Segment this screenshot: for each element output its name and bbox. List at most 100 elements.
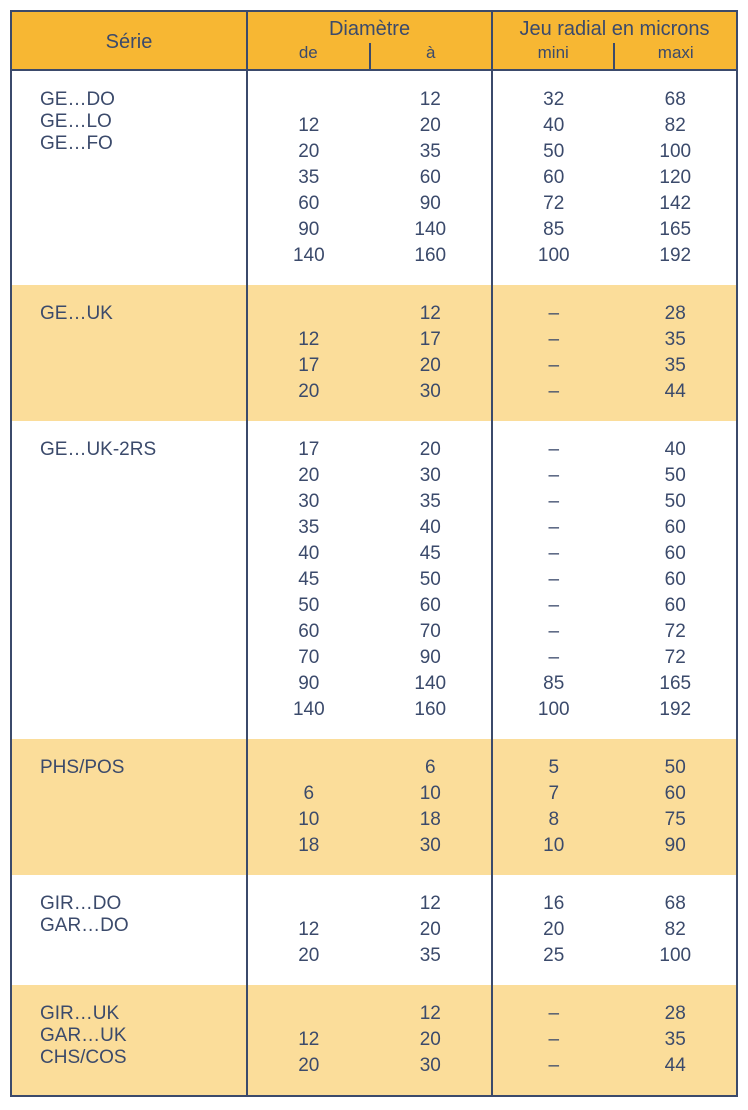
maxi-cell: 120: [614, 165, 737, 191]
col-subheader-a: à: [370, 43, 492, 70]
maxi-cell: 50: [614, 739, 737, 781]
a-cell: 45: [370, 541, 492, 567]
mini-cell: –: [492, 593, 614, 619]
table-row: GE…UK-2RS1720–40: [11, 421, 737, 463]
mini-cell: –: [492, 327, 614, 353]
maxi-cell: 44: [614, 379, 737, 421]
de-cell: 35: [247, 515, 369, 541]
a-cell: 12: [370, 875, 492, 917]
col-subheader-mini: mini: [492, 43, 614, 70]
de-cell: 20: [247, 463, 369, 489]
maxi-cell: 75: [614, 807, 737, 833]
maxi-cell: 100: [614, 139, 737, 165]
maxi-cell: 40: [614, 421, 737, 463]
mini-cell: –: [492, 489, 614, 515]
maxi-cell: 68: [614, 70, 737, 113]
de-cell: 35: [247, 165, 369, 191]
header-row: Série Diamètre Jeu radial en microns: [11, 11, 737, 43]
a-cell: 90: [370, 645, 492, 671]
maxi-cell: 60: [614, 593, 737, 619]
de-cell: [247, 285, 369, 327]
serie-cell: PHS/POS: [11, 739, 247, 875]
mini-cell: –: [492, 1027, 614, 1053]
maxi-cell: 72: [614, 645, 737, 671]
mini-cell: –: [492, 567, 614, 593]
de-cell: 90: [247, 217, 369, 243]
a-cell: 60: [370, 165, 492, 191]
a-cell: 30: [370, 463, 492, 489]
mini-cell: 85: [492, 671, 614, 697]
maxi-cell: 142: [614, 191, 737, 217]
mini-cell: 5: [492, 739, 614, 781]
maxi-cell: 165: [614, 217, 737, 243]
de-cell: [247, 985, 369, 1027]
mini-cell: 20: [492, 917, 614, 943]
mini-cell: 16: [492, 875, 614, 917]
de-cell: 17: [247, 421, 369, 463]
mini-cell: –: [492, 379, 614, 421]
mini-cell: –: [492, 645, 614, 671]
de-cell: 60: [247, 619, 369, 645]
maxi-cell: 165: [614, 671, 737, 697]
a-cell: 70: [370, 619, 492, 645]
de-cell: 20: [247, 1053, 369, 1096]
mini-cell: 85: [492, 217, 614, 243]
de-cell: [247, 875, 369, 917]
maxi-cell: 60: [614, 567, 737, 593]
mini-cell: –: [492, 285, 614, 327]
mini-cell: 60: [492, 165, 614, 191]
a-cell: 20: [370, 917, 492, 943]
a-cell: 20: [370, 421, 492, 463]
serie-cell: GE…DO GE…LO GE…FO: [11, 70, 247, 285]
maxi-cell: 192: [614, 243, 737, 285]
table-row: GIR…DO GAR…DO121668: [11, 875, 737, 917]
mini-cell: 100: [492, 697, 614, 739]
maxi-cell: 28: [614, 985, 737, 1027]
de-cell: [247, 70, 369, 113]
a-cell: 30: [370, 379, 492, 421]
a-cell: 30: [370, 833, 492, 875]
de-cell: 140: [247, 243, 369, 285]
mini-cell: 72: [492, 191, 614, 217]
maxi-cell: 82: [614, 113, 737, 139]
de-cell: 70: [247, 645, 369, 671]
de-cell: 18: [247, 833, 369, 875]
de-cell: 40: [247, 541, 369, 567]
de-cell: 20: [247, 943, 369, 985]
de-cell: 12: [247, 917, 369, 943]
a-cell: 60: [370, 593, 492, 619]
col-header-diametre: Diamètre: [247, 11, 492, 43]
a-cell: 20: [370, 1027, 492, 1053]
a-cell: 17: [370, 327, 492, 353]
de-cell: 140: [247, 697, 369, 739]
maxi-cell: 82: [614, 917, 737, 943]
maxi-cell: 35: [614, 1027, 737, 1053]
maxi-cell: 100: [614, 943, 737, 985]
mini-cell: 50: [492, 139, 614, 165]
a-cell: 160: [370, 697, 492, 739]
serie-cell: GE…UK: [11, 285, 247, 421]
serie-cell: GIR…UK GAR…UK CHS/COS: [11, 985, 247, 1096]
maxi-cell: 60: [614, 781, 737, 807]
table-body: GE…DO GE…LO GE…FO12326812204082203550100…: [11, 70, 737, 1096]
a-cell: 40: [370, 515, 492, 541]
maxi-cell: 35: [614, 353, 737, 379]
de-cell: 45: [247, 567, 369, 593]
table-row: GE…DO GE…LO GE…FO123268: [11, 70, 737, 113]
a-cell: 12: [370, 985, 492, 1027]
a-cell: 140: [370, 671, 492, 697]
de-cell: 17: [247, 353, 369, 379]
a-cell: 30: [370, 1053, 492, 1096]
clearance-table: Série Diamètre Jeu radial en microns de …: [10, 10, 738, 1097]
mini-cell: 25: [492, 943, 614, 985]
de-cell: 12: [247, 113, 369, 139]
a-cell: 90: [370, 191, 492, 217]
serie-cell: GE…UK-2RS: [11, 421, 247, 739]
de-cell: 10: [247, 807, 369, 833]
table-row: GE…UK12–28: [11, 285, 737, 327]
mini-cell: –: [492, 619, 614, 645]
col-subheader-de: de: [247, 43, 369, 70]
a-cell: 20: [370, 113, 492, 139]
de-cell: 50: [247, 593, 369, 619]
col-subheader-maxi: maxi: [614, 43, 737, 70]
